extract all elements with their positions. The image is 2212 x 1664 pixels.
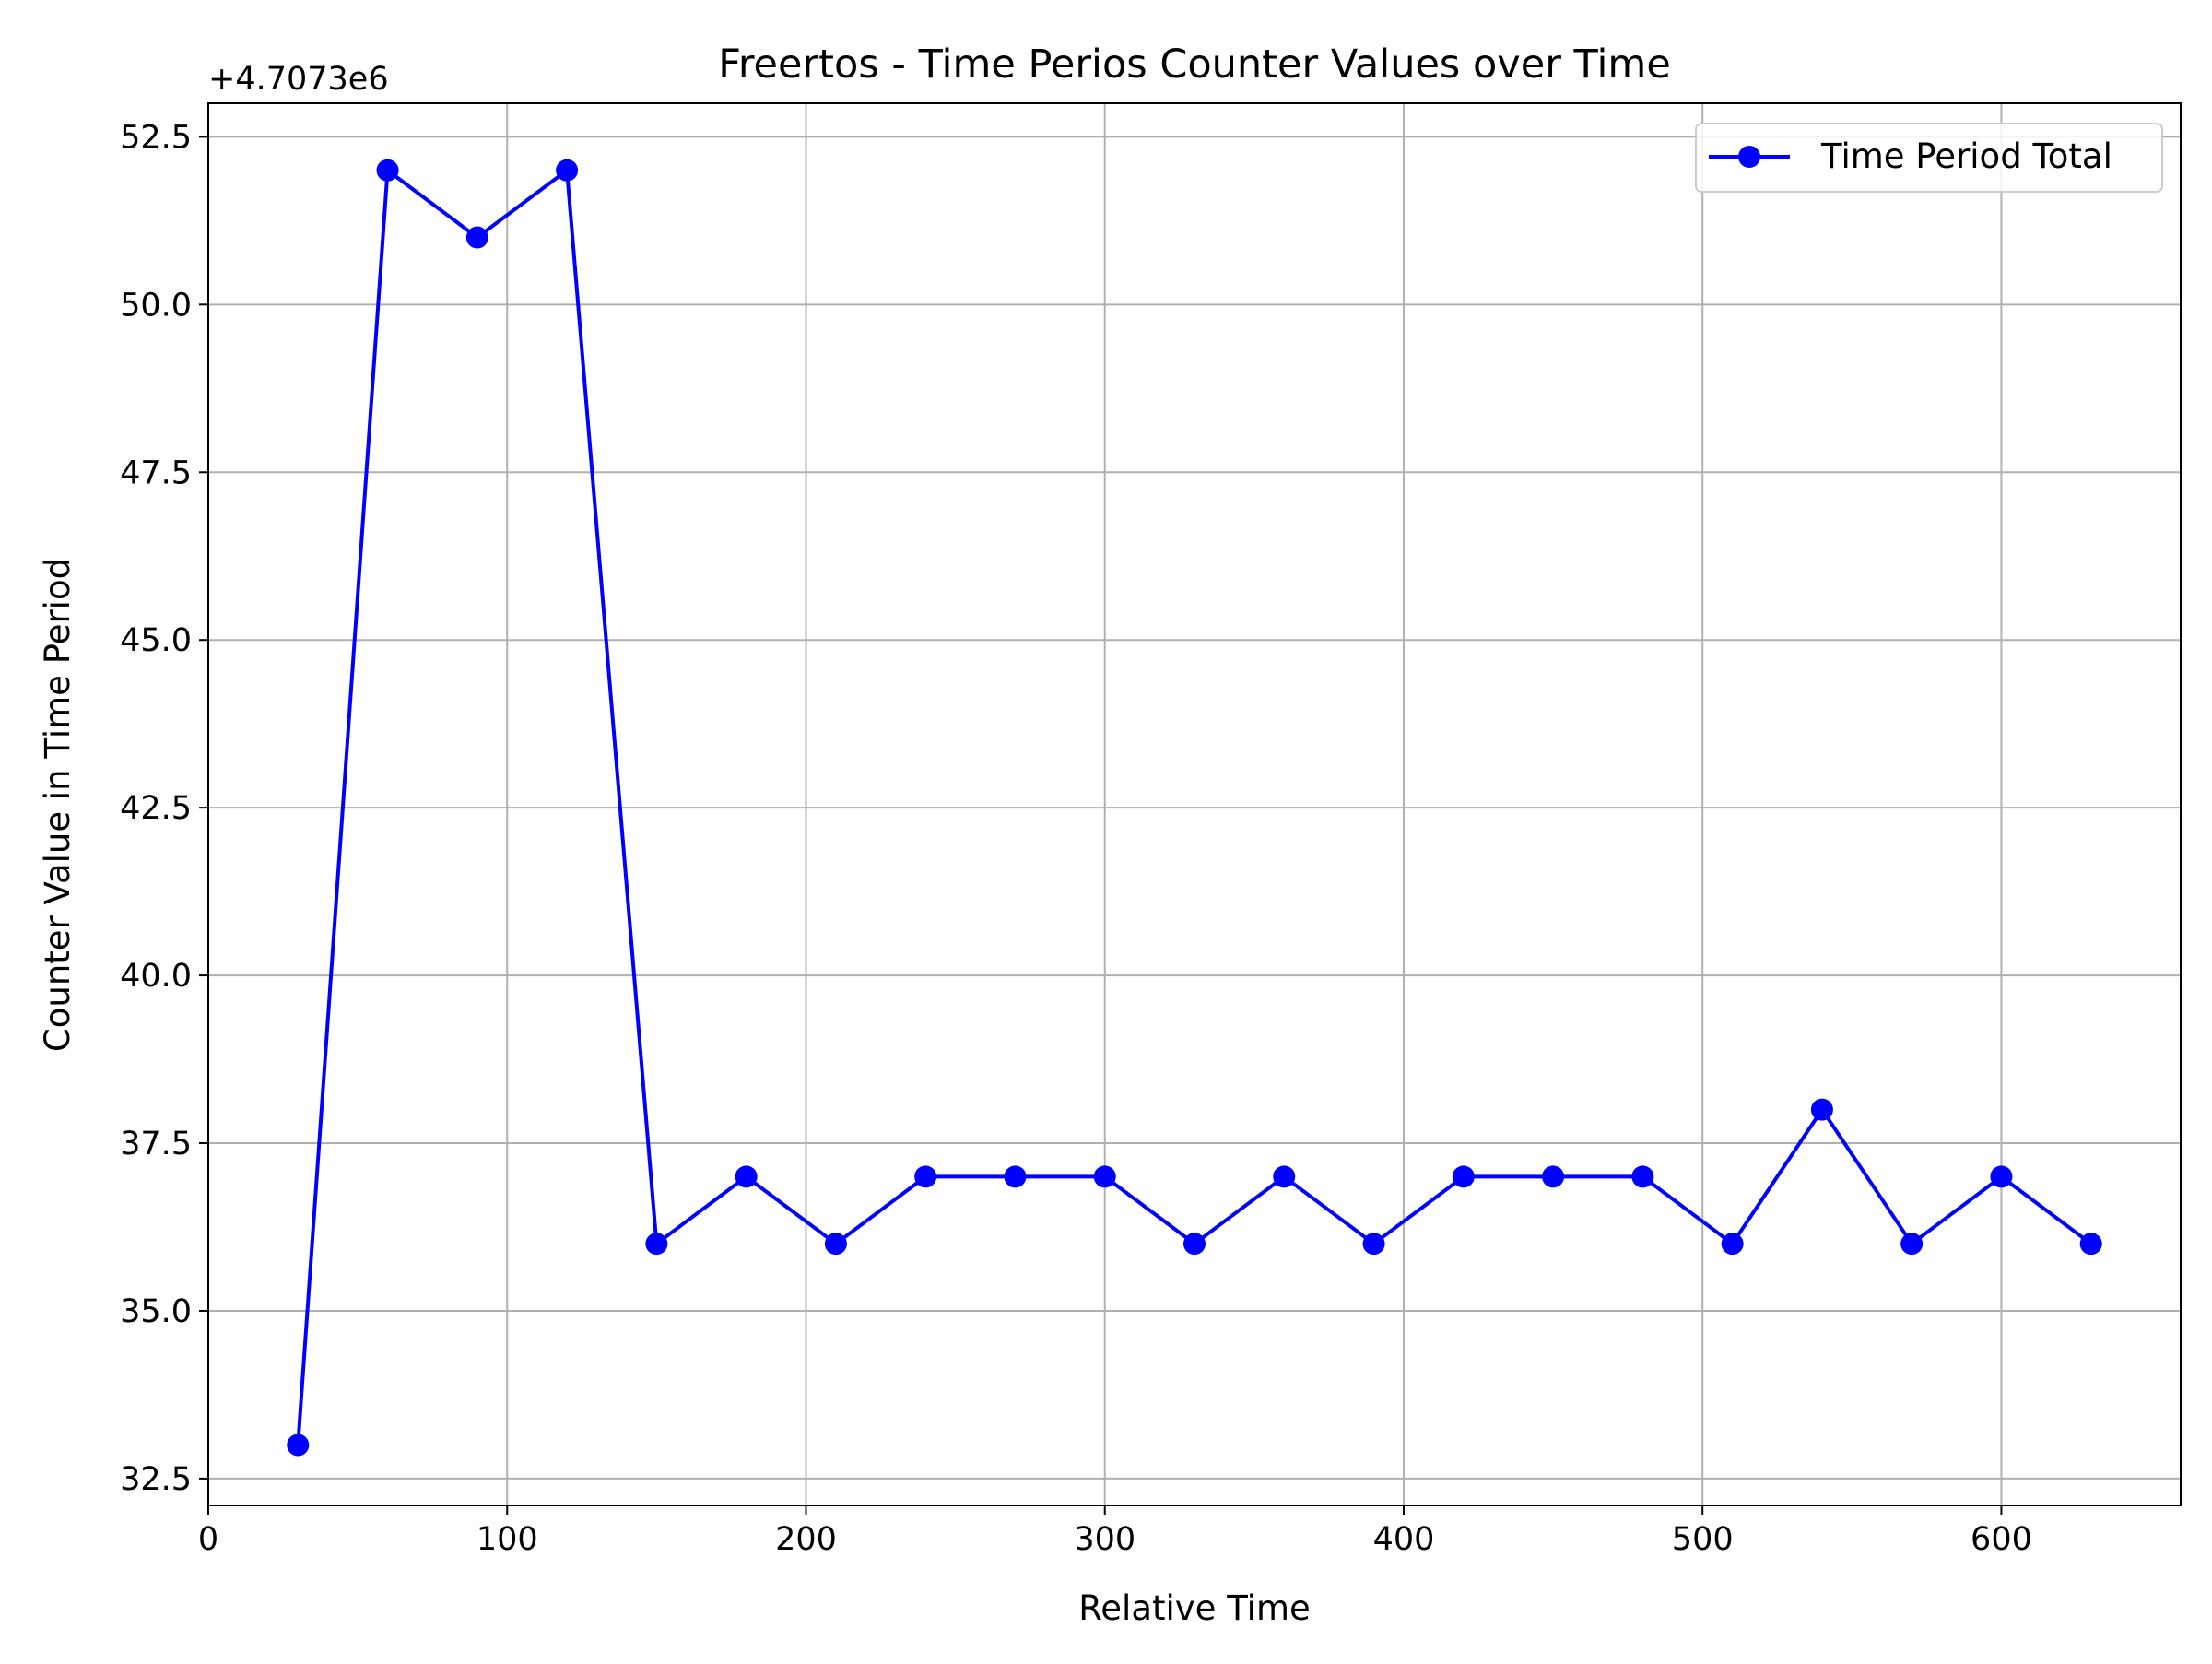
legend-marker-sample — [1738, 146, 1760, 168]
x-tick-label: 600 — [1971, 1521, 2032, 1558]
data-point — [1183, 1233, 1206, 1256]
y-tick-label: 42.5 — [120, 790, 192, 827]
data-point — [735, 1165, 758, 1188]
data-point — [1093, 1165, 1116, 1188]
data-point — [1721, 1233, 1744, 1256]
data-point — [1273, 1165, 1296, 1188]
y-axis-label: Counter Value in Time Period — [38, 558, 77, 1052]
x-tick-label: 500 — [1672, 1521, 1734, 1558]
data-point — [376, 159, 399, 182]
y-tick-label: 35.0 — [120, 1293, 192, 1330]
legend-label: Time Period Total — [1820, 136, 2112, 176]
y-offset-text: +4.7073e6 — [208, 61, 389, 98]
y-tick-label: 32.5 — [120, 1461, 192, 1498]
x-tick-label: 400 — [1373, 1521, 1435, 1558]
x-axis-label: Relative Time — [1078, 1588, 1311, 1628]
data-point — [1362, 1233, 1385, 1256]
y-tick-label: 37.5 — [120, 1126, 192, 1162]
x-tick-label: 100 — [477, 1521, 538, 1558]
data-point — [556, 159, 579, 182]
x-tick-label: 0 — [198, 1521, 218, 1558]
plot-frame — [207, 102, 2182, 1506]
data-point — [1452, 1165, 1475, 1188]
data-point — [465, 226, 488, 249]
data-point — [1810, 1098, 1833, 1121]
data-point — [1542, 1165, 1565, 1188]
x-tick-label: 200 — [775, 1521, 837, 1558]
y-tick-label: 50.0 — [120, 287, 192, 324]
data-point — [1631, 1165, 1654, 1188]
series-layer — [287, 159, 2102, 1457]
data-point — [287, 1434, 310, 1457]
x-tick-label: 300 — [1074, 1521, 1135, 1558]
legend: Time Period Total — [1695, 123, 2163, 193]
y-tick-label: 52.5 — [120, 119, 192, 156]
ticks: 0 100 200 300 400 500 600 32.5 35.0 37.5 40.0 42.5 4… — [120, 119, 2032, 1558]
y-tick-label: 40.0 — [120, 958, 192, 995]
data-point — [645, 1233, 668, 1256]
y-tick-label: 45.0 — [120, 622, 192, 659]
chart-title: Freertos - Time Perios Counter Values ov… — [718, 41, 1671, 88]
y-tick-label: 47.5 — [120, 454, 192, 491]
data-point — [1900, 1233, 1924, 1256]
data-point — [1004, 1165, 1027, 1188]
legend-box — [1695, 123, 2163, 193]
data-point — [824, 1233, 847, 1256]
grid — [207, 103, 2181, 1505]
data-point — [1990, 1165, 2013, 1188]
data-point — [2079, 1233, 2102, 1256]
data-point — [914, 1165, 937, 1188]
